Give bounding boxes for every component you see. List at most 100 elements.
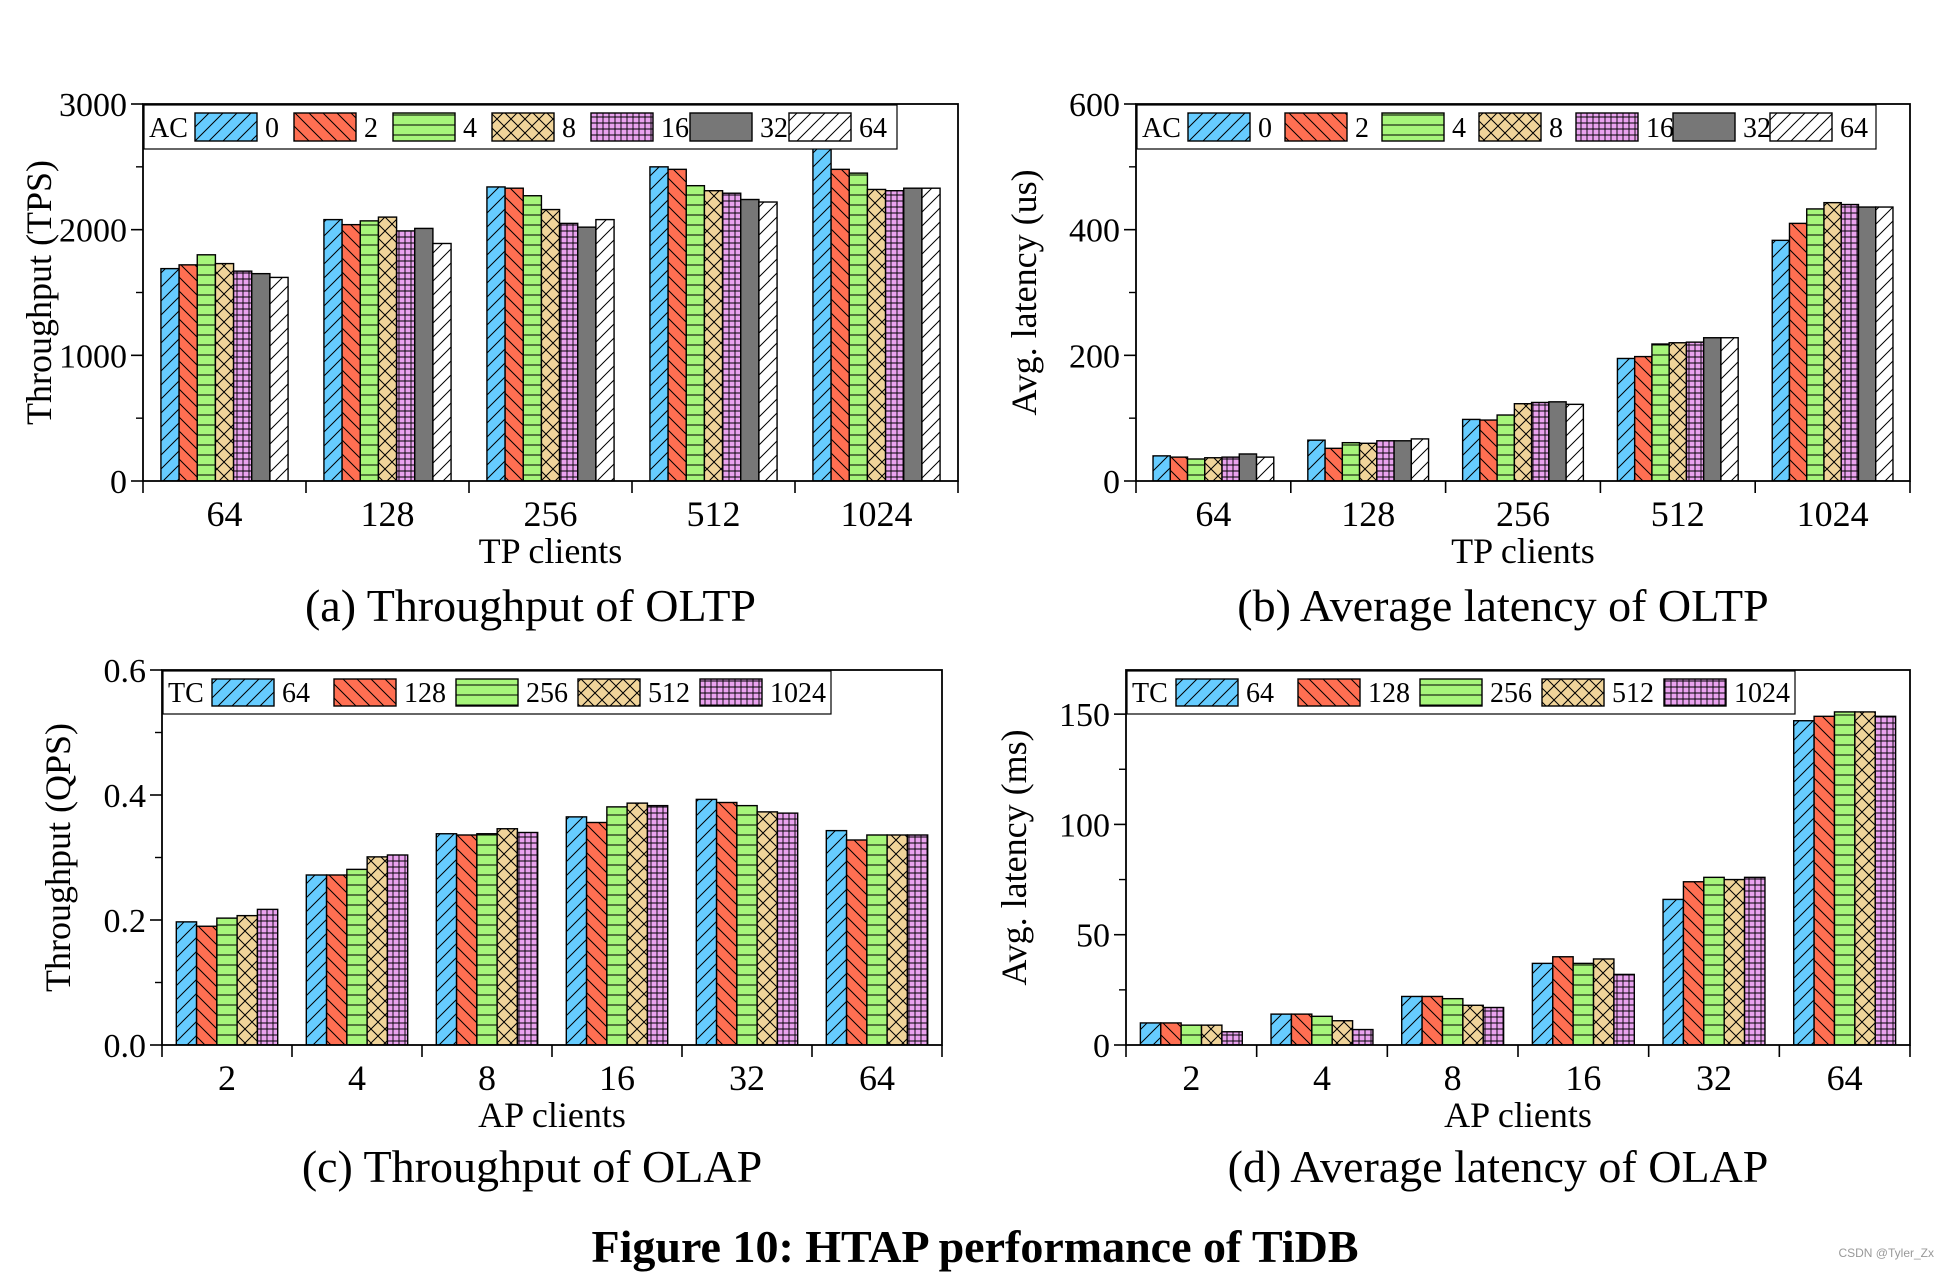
bar	[740, 198, 760, 481]
bar-hatch	[326, 875, 347, 1045]
subcaption: (c) Throughput of OLAP	[302, 1141, 762, 1192]
bar-hatch	[921, 188, 941, 481]
legend-label: 64	[1840, 113, 1868, 144]
bar-hatch	[1772, 240, 1790, 481]
bar-hatch	[1854, 711, 1876, 1045]
x-tick-label: 2	[218, 1058, 236, 1098]
legend-swatch-hatch	[789, 113, 851, 141]
legend-swatch-hatch	[1285, 113, 1347, 141]
legend-label: 256	[526, 678, 568, 709]
figure-caption: Figure 10: HTAP performance of TiDB	[591, 1221, 1358, 1272]
x-tick-label: 512	[687, 494, 741, 534]
y-tick-label: 600	[1069, 87, 1120, 124]
x-tick-label: 16	[1565, 1058, 1601, 1098]
bar-hatch	[866, 835, 888, 1045]
legend-swatch-hatch	[1664, 679, 1726, 706]
legend-label: 512	[648, 678, 690, 709]
bar-hatch	[867, 189, 886, 481]
legend-label: 16	[1646, 113, 1674, 144]
x-tick-label: 1024	[841, 494, 913, 534]
bar-hatch	[1483, 1007, 1504, 1045]
legend-swatch-hatch	[334, 679, 396, 706]
subcaption: (b) Average latency of OLTP	[1237, 580, 1768, 631]
x-tick-label: 512	[1651, 494, 1705, 534]
bar-hatch	[1834, 711, 1855, 1045]
x-tick-label: 4	[348, 1058, 366, 1098]
bar-hatch	[1311, 1016, 1333, 1045]
legend-swatch-hatch	[1542, 679, 1604, 706]
bar-hatch	[1342, 442, 1360, 481]
bar-hatch	[1669, 342, 1687, 481]
bar-hatch	[1724, 879, 1745, 1045]
legend-title: AC	[149, 113, 188, 144]
bar-hatch	[1814, 716, 1835, 1045]
bar-hatch	[1793, 720, 1815, 1045]
bar-hatch	[523, 195, 542, 481]
bar-hatch	[1613, 974, 1635, 1045]
bar-hatch	[1422, 996, 1443, 1045]
legend-label: 4	[463, 113, 477, 144]
y-tick-label: 50	[1076, 918, 1110, 955]
bar-hatch	[176, 921, 197, 1045]
y-axis-label: Avg. latency (ms)	[994, 729, 1034, 985]
bar-hatch	[1221, 1031, 1243, 1045]
bar-hatch	[1187, 459, 1205, 481]
bar	[251, 272, 271, 481]
bar-hatch	[360, 220, 379, 481]
bars	[1139, 711, 1897, 1045]
bar-hatch	[1376, 440, 1395, 481]
bar-hatch	[586, 822, 607, 1045]
bar-hatch	[559, 223, 578, 481]
legend-swatch-hatch	[1382, 113, 1444, 141]
bar-hatch	[1332, 1020, 1353, 1045]
legend-swatch-hatch	[1770, 113, 1832, 141]
panel-2: 0.0 0.2 0.4 0.6 2 4 8 16 32 64 AP clients Throughpu…	[38, 653, 943, 1192]
legend-swatch-hatch	[578, 679, 640, 706]
bar-hatch	[505, 188, 524, 481]
y-tick-label: 100	[1059, 807, 1110, 844]
legend-label: 4	[1452, 113, 1466, 144]
subcaption: (d) Average latency of OLAP	[1228, 1141, 1769, 1192]
bar-hatch	[323, 219, 343, 481]
bar-hatch	[1442, 998, 1463, 1045]
x-axis-label: AP clients	[478, 1095, 626, 1135]
bar-hatch	[887, 835, 908, 1045]
legend-swatch-hatch	[1298, 679, 1360, 706]
bar	[414, 227, 434, 481]
bar-hatch	[696, 799, 717, 1045]
legend: AC 0 2 4 8 16 32 64	[143, 104, 898, 150]
legend-label: 64	[282, 678, 310, 709]
bar-hatch	[342, 224, 361, 481]
x-tick-label: 64	[859, 1058, 895, 1098]
bar-hatch	[1352, 1029, 1373, 1045]
x-tick-label: 128	[361, 494, 415, 534]
bar-hatch	[367, 856, 388, 1045]
legend-swatch-hatch	[1576, 113, 1638, 141]
bar	[1702, 337, 1722, 481]
bar-hatch	[306, 875, 327, 1045]
x-tick-label: 8	[478, 1058, 496, 1098]
bar-hatch	[1663, 899, 1684, 1045]
bar-hatch	[777, 813, 798, 1045]
x-tick-label: 64	[1195, 494, 1231, 534]
bar-hatch	[722, 193, 741, 481]
bar-hatch	[1160, 1022, 1182, 1045]
bar-hatch	[1153, 455, 1171, 481]
legend-title: AC	[1142, 113, 1181, 144]
plot-frame	[161, 669, 943, 1046]
panel-3: 0 50 100 150 2 4 8 16 32 64 AP clients Avg. latency…	[994, 669, 1911, 1192]
bar-hatch	[831, 169, 850, 481]
y-tick-label: 3000	[59, 87, 127, 124]
y-tick-label: 0.2	[104, 903, 147, 940]
bars	[175, 798, 929, 1045]
bar-hatch	[1806, 208, 1824, 481]
bar-hatch	[215, 263, 234, 481]
legend-swatch-hatch	[700, 679, 762, 706]
legend-swatch-hatch	[195, 113, 257, 141]
bar-hatch	[1683, 881, 1704, 1045]
bar-hatch	[1359, 443, 1377, 481]
legend-label: 32	[760, 113, 788, 144]
bar-hatch	[1181, 1025, 1202, 1045]
bar-hatch	[1497, 415, 1515, 481]
bar-hatch	[606, 806, 628, 1045]
